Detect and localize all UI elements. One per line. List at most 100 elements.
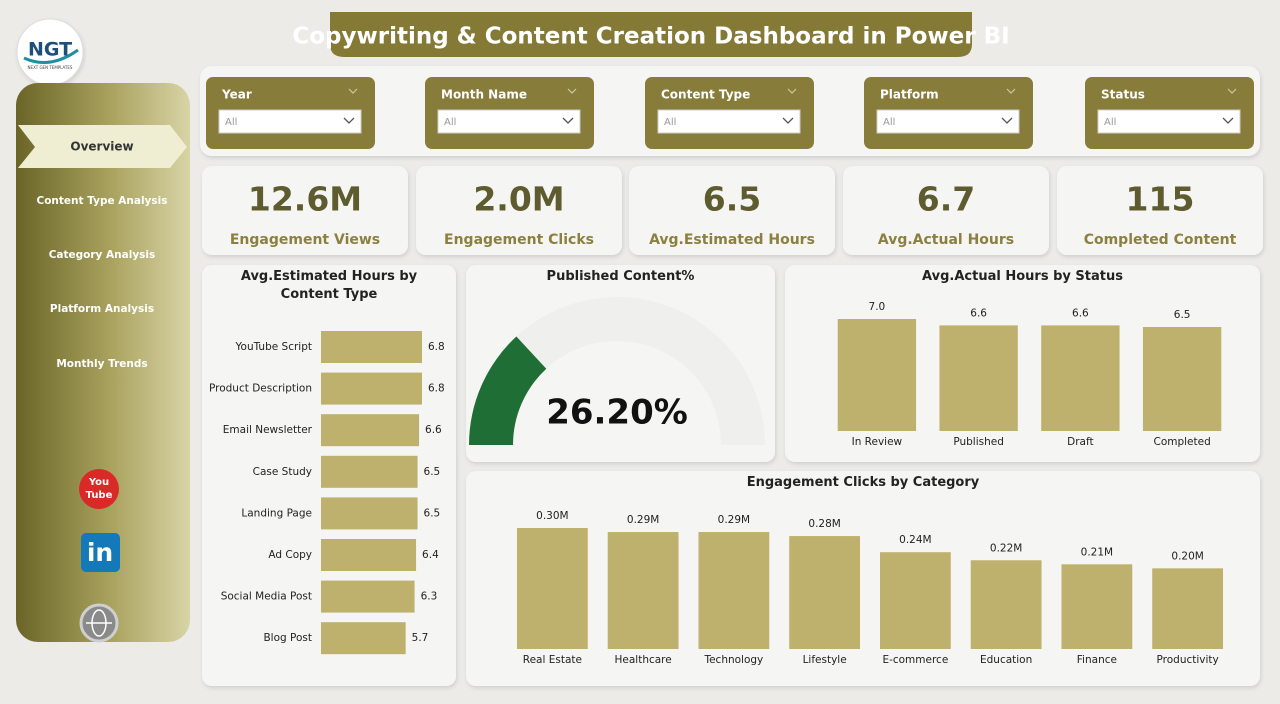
- nav-item[interactable]: Category Analysis: [49, 249, 156, 261]
- kpi-value: 12.6M: [248, 180, 362, 219]
- kpi-label: Avg.Actual Hours: [878, 232, 1014, 248]
- logo-subtext: NEXT GEN TEMPLATES: [28, 65, 73, 70]
- bar: [1152, 568, 1224, 649]
- filter-chevron: [348, 88, 358, 94]
- data-label: 6.3: [421, 591, 438, 603]
- data-label: 6.5: [424, 466, 441, 478]
- filter-dropdown[interactable]: [657, 109, 801, 134]
- page-title: Copywriting & Content Creation Dashboard…: [292, 24, 1009, 50]
- data-label: 6.6: [425, 424, 442, 436]
- linkedin-icon[interactable]: [81, 533, 120, 572]
- nav-item[interactable]: Platform Analysis: [50, 303, 154, 315]
- filter-chevron: [343, 117, 355, 124]
- data-label: 0.20M: [1171, 550, 1203, 562]
- nav-selected: [18, 125, 187, 168]
- bar: [837, 319, 917, 431]
- y-tick-label: Email Newsletter: [223, 424, 313, 436]
- filter-label: Status: [1101, 88, 1145, 102]
- filter-value: All: [883, 117, 895, 128]
- filter-dropdown[interactable]: [1097, 109, 1241, 134]
- youtube-icon-text: You: [88, 477, 109, 488]
- data-label: 7.0: [869, 301, 886, 313]
- filter-chevron: [1006, 88, 1016, 94]
- filter-dropdown[interactable]: [218, 109, 362, 134]
- youtube-icon-text: Tube: [86, 490, 113, 501]
- data-label: 0.22M: [990, 542, 1022, 554]
- kpi-card: [629, 166, 835, 255]
- y-tick-label: Blog Post: [263, 632, 312, 644]
- chart-title-box: Avg.Estimated Hours by Content Type: [240, 269, 418, 302]
- filter-chevron: [567, 88, 577, 94]
- x-tick-label: Technology: [703, 654, 763, 666]
- y-tick-label: Social Media Post: [221, 591, 312, 603]
- logo-swoosh: [23, 48, 79, 64]
- filter-value: All: [444, 117, 456, 128]
- data-label: 0.30M: [536, 510, 568, 522]
- filter-value: All: [664, 117, 676, 128]
- filter-chevron: [782, 117, 794, 124]
- chart-title: Engagement Clicks by Category: [746, 475, 980, 490]
- sidebar: [16, 83, 190, 642]
- chart-title-box: Engagement Clicks by Category: [746, 475, 980, 490]
- data-label: 6.5: [424, 507, 441, 519]
- data-label: 0.29M: [718, 514, 750, 526]
- kpi-card: [416, 166, 622, 255]
- bar: [789, 536, 861, 649]
- nav-item[interactable]: Content Type Analysis: [37, 195, 168, 207]
- bar: [1142, 327, 1222, 431]
- filter-value: All: [225, 117, 237, 128]
- y-tick-label: Landing Page: [241, 507, 312, 519]
- chart-title: Avg.Actual Hours by Status: [922, 269, 1123, 284]
- bar: [939, 325, 1018, 431]
- bar: [321, 497, 418, 530]
- data-label: 6.4: [422, 549, 439, 561]
- gauge-label: 26.20%: [546, 393, 688, 433]
- bar: [321, 331, 422, 363]
- x-tick-label: In Review: [852, 436, 903, 448]
- logo-text: NGT: [28, 39, 72, 61]
- data-label: 5.7: [412, 632, 429, 644]
- bar: [321, 372, 422, 405]
- kpi-card: [1057, 166, 1263, 255]
- x-tick-label: Draft: [1067, 436, 1093, 448]
- bar: [1041, 325, 1120, 431]
- nav-item[interactable]: Monthly Trends: [56, 358, 147, 370]
- data-label: 6.8: [428, 341, 445, 353]
- filter-chevron: [1001, 117, 1013, 124]
- chart-title-box: Published Content%: [546, 269, 695, 284]
- kpi-label: Engagement Views: [230, 232, 380, 248]
- kpi-value: 115: [1126, 180, 1195, 219]
- kpi-value: 2.0M: [473, 180, 564, 219]
- y-tick-label: Case Study: [253, 466, 312, 478]
- filter-dropdown[interactable]: [437, 109, 581, 134]
- gauge-track: [469, 297, 765, 445]
- filter-chevron: [1222, 117, 1234, 124]
- nav-item[interactable]: Overview: [70, 140, 133, 154]
- data-label: 6.5: [1174, 309, 1191, 321]
- gauge-value: [469, 336, 547, 445]
- data-label: 6.6: [970, 307, 987, 319]
- chart-panel: [466, 265, 775, 462]
- title-bar: [330, 12, 972, 57]
- filter-label: Content Type: [661, 88, 750, 102]
- kpi-value: 6.5: [703, 180, 761, 219]
- youtube-icon[interactable]: [79, 469, 119, 509]
- filter-dropdown[interactable]: [876, 109, 1020, 134]
- data-label: 0.24M: [899, 534, 931, 546]
- chart-title: Avg.Estimated Hours by Content Type: [240, 269, 418, 302]
- data-label: 0.21M: [1081, 546, 1113, 558]
- data-label: 6.6: [1072, 307, 1089, 319]
- chart-title: Published Content%: [546, 269, 695, 284]
- chart-title-box: Avg.Actual Hours by Status: [922, 269, 1123, 284]
- x-tick-label: Finance: [1077, 654, 1117, 666]
- bar: [970, 560, 1042, 649]
- filter-label: Month Name: [441, 88, 527, 102]
- kpi-value: 6.7: [917, 180, 975, 219]
- y-tick-label: YouTube Script: [235, 341, 313, 353]
- data-label: 6.8: [428, 383, 445, 395]
- x-tick-label: Real Estate: [523, 654, 582, 666]
- data-label: 0.28M: [808, 518, 840, 530]
- data-label: 0.29M: [627, 514, 659, 526]
- bar: [516, 528, 588, 649]
